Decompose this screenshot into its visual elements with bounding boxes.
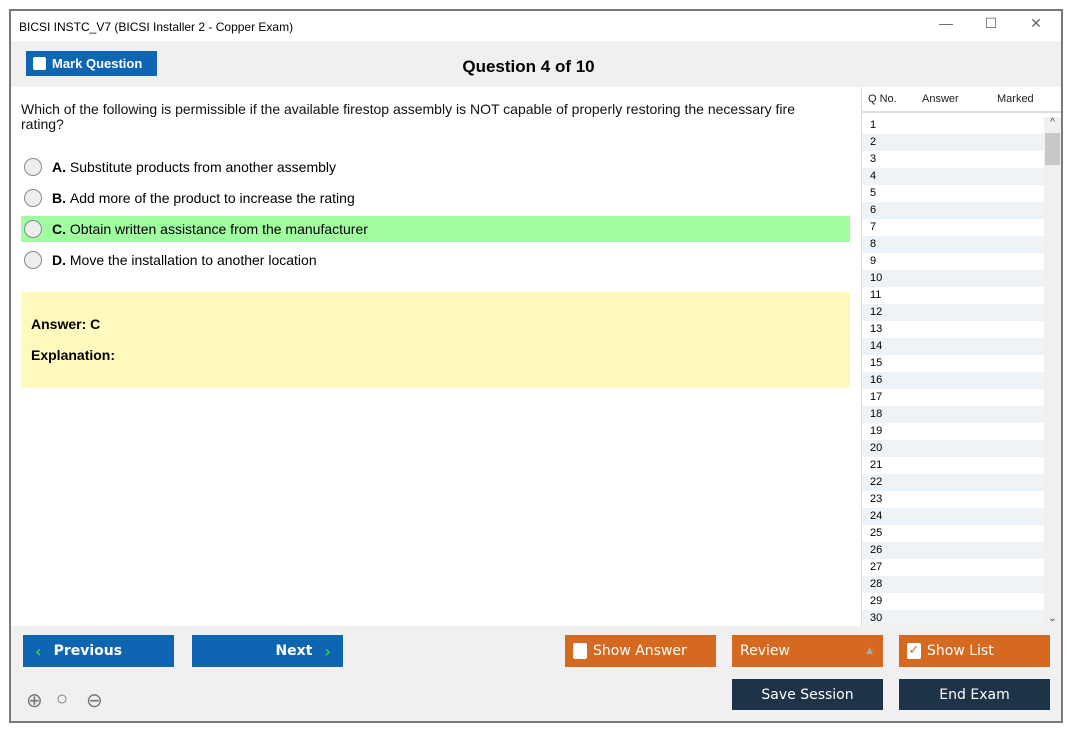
option-text: Substitute products from another assembl…: [69, 159, 337, 175]
question-list-row[interactable]: 8: [862, 236, 1044, 253]
question-list-row[interactable]: 12: [862, 304, 1044, 321]
question-list-row[interactable]: 15: [870, 357, 883, 369]
question-list-row[interactable]: 27: [870, 561, 883, 573]
explanation-label: Explanation:: [31, 347, 116, 363]
checkmark-icon: ✓: [907, 643, 921, 659]
zoom-in-icon[interactable]: ⊕: [26, 690, 43, 712]
question-list-row[interactable]: 7: [870, 221, 877, 233]
scroll-down-icon[interactable]: ⌄: [1048, 613, 1057, 624]
question-list-row[interactable]: 6: [862, 202, 1044, 219]
checkbox-icon: [33, 57, 46, 70]
chevron-right-icon: ›: [324, 641, 331, 661]
question-list: 1 2 3 4 5 6 7 8 9 10 11 12 13 14 15 16 17 18 19 20 21 22 23 24 2…: [862, 117, 1044, 627]
header-qno: Q No.: [868, 93, 897, 105]
mark-question-label: Mark Question: [52, 56, 143, 71]
option-text: Add more of the product to increase the …: [69, 190, 355, 206]
question-list-row[interactable]: 18: [862, 406, 1044, 423]
radio-button[interactable]: [24, 251, 42, 269]
review-dropdown[interactable]: Review ▲: [732, 635, 883, 667]
question-area: Which of the following is permissible if…: [11, 87, 860, 626]
zoom-out-icon[interactable]: ⊖: [86, 690, 103, 712]
end-exam-button[interactable]: End Exam: [899, 679, 1050, 710]
option-letter: D.: [52, 252, 66, 268]
radio-button[interactable]: [24, 220, 42, 238]
previous-button[interactable]: ‹ Previous: [23, 635, 174, 667]
scrollbar-thumb[interactable]: [1045, 133, 1060, 165]
question-list-row[interactable]: 26: [862, 542, 1044, 559]
radio-button[interactable]: [24, 189, 42, 207]
question-list-row[interactable]: 4: [862, 168, 1044, 185]
question-title: Question 4 of 10: [462, 57, 595, 76]
question-list-row[interactable]: 21: [870, 459, 883, 471]
question-list-panel: Q No. Answer Marked 1 2 3 4 5 6 7 8 9 10 11 12 13 14 1…: [861, 87, 1061, 627]
checkbox-icon: [573, 643, 587, 659]
question-list-row[interactable]: 17: [870, 391, 883, 403]
title-bar: BICSI INSTC_V7 (BICSI Installer 2 - Copp…: [11, 11, 1061, 41]
scrollbar[interactable]: ^ ⌄: [1044, 117, 1061, 626]
toolbar: Mark Question Question 4 of 10: [11, 41, 1061, 87]
question-list-row[interactable]: 14: [862, 338, 1044, 355]
question-list-row[interactable]: 22: [862, 474, 1044, 491]
option-text: Move the installation to another locatio…: [69, 252, 317, 268]
question-list-row[interactable]: 13: [870, 323, 883, 335]
option-letter: A.: [52, 159, 66, 175]
next-button[interactable]: Next ›: [192, 635, 343, 667]
question-list-row[interactable]: 5: [870, 187, 877, 199]
scroll-up-icon[interactable]: ^: [1050, 117, 1055, 128]
question-list-row[interactable]: 19: [870, 425, 883, 437]
app-window: BICSI INSTC_V7 (BICSI Installer 2 - Copp…: [9, 9, 1063, 723]
show-list-label: Show List: [927, 643, 994, 659]
question-list-row[interactable]: 24: [862, 508, 1044, 525]
question-list-row[interactable]: 29: [870, 595, 883, 607]
maximize-button[interactable]: ☐: [984, 15, 998, 31]
option-letter: C.: [52, 221, 66, 237]
close-button[interactable]: ✕: [1030, 15, 1042, 31]
option-text: Obtain written assistance from the manuf…: [69, 221, 368, 237]
chevron-left-icon: ‹: [35, 641, 42, 661]
question-list-row[interactable]: 30: [862, 610, 1044, 627]
window-title: BICSI INSTC_V7 (BICSI Installer 2 - Copp…: [19, 20, 294, 34]
mark-question-button[interactable]: Mark Question: [26, 51, 157, 76]
question-list-row[interactable]: 20: [862, 440, 1044, 457]
question-list-row[interactable]: 9: [870, 255, 877, 267]
footer: ‹ Previous Next › Show Answer Review ▲ ✓ Sh…: [11, 626, 1061, 721]
question-list-row[interactable]: 1: [870, 119, 877, 131]
minimize-button[interactable]: —: [939, 15, 953, 31]
question-list-row[interactable]: 2: [862, 134, 1044, 151]
zoom-reset-icon[interactable]: ○: [56, 688, 69, 710]
previous-label: Previous: [53, 643, 123, 659]
show-list-button[interactable]: ✓ Show List: [899, 635, 1050, 667]
option-d[interactable]: D. Move the installation to another loca…: [21, 247, 850, 273]
option-c[interactable]: C. Obtain written assistance from the ma…: [21, 216, 850, 242]
option-b[interactable]: B. Add more of the product to increase t…: [21, 185, 850, 211]
header-answer: Answer: [922, 93, 959, 105]
answer-label: Answer: C: [31, 316, 101, 332]
option-a[interactable]: A. Substitute products from another asse…: [21, 154, 850, 180]
question-list-row[interactable]: 23: [870, 493, 883, 505]
radio-button[interactable]: [24, 158, 42, 176]
show-answer-label: Show Answer: [593, 643, 687, 659]
question-list-row[interactable]: 10: [862, 270, 1044, 287]
option-letter: B.: [52, 190, 66, 206]
question-list-row[interactable]: 28: [862, 576, 1044, 593]
next-label: Next: [275, 643, 313, 659]
save-session-button[interactable]: Save Session: [732, 679, 883, 710]
question-list-row[interactable]: 3: [870, 153, 877, 165]
question-text: Which of the following is permissible if…: [21, 101, 795, 132]
review-label: Review: [740, 643, 790, 659]
list-header: Q No. Answer Marked: [862, 87, 1061, 113]
question-list-row[interactable]: 11: [870, 289, 882, 301]
question-list-row[interactable]: 25: [870, 527, 883, 539]
answer-box: Answer: C Explanation:: [21, 292, 850, 388]
header-marked: Marked: [997, 93, 1034, 105]
show-answer-button[interactable]: Show Answer: [565, 635, 716, 667]
triangle-up-icon: ▲: [866, 646, 873, 656]
question-list-row[interactable]: 16: [862, 372, 1044, 389]
